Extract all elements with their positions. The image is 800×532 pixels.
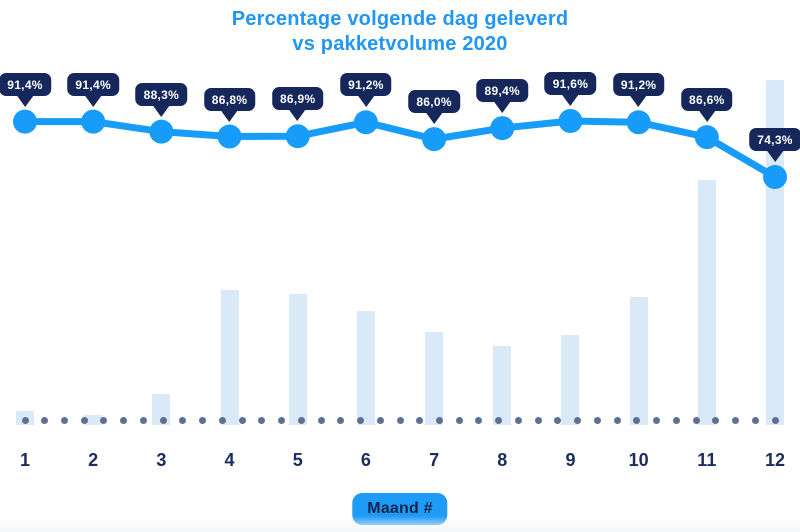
x-axis-label-month-8: 8 xyxy=(497,450,508,470)
volume-bar-month-5[interactable] xyxy=(288,294,307,425)
x-axis-label-month-5: 5 xyxy=(292,450,303,470)
data-point-month-9[interactable] xyxy=(558,108,583,133)
baseline-dot xyxy=(199,416,207,424)
baseline-dot xyxy=(495,416,503,424)
x-axis-label-month-10: 10 xyxy=(628,450,649,470)
baseline-dot xyxy=(554,416,562,424)
data-point-month-6[interactable] xyxy=(353,110,378,135)
baseline-dot xyxy=(732,416,740,424)
baseline-dot xyxy=(435,416,443,424)
x-axis-label-month-12: 12 xyxy=(764,450,786,470)
x-axis-label-month-7: 7 xyxy=(429,450,440,470)
data-point-month-3[interactable] xyxy=(149,119,174,144)
x-axis-label-month-3: 3 xyxy=(156,450,167,470)
volume-bar-month-4[interactable] xyxy=(220,290,239,425)
baseline-dot xyxy=(712,416,720,424)
volume-bar-month-9[interactable] xyxy=(561,335,580,425)
value-badge-month-4: 86,8% xyxy=(203,87,256,111)
baseline-dot xyxy=(120,416,128,424)
baseline-dot xyxy=(514,416,522,424)
baseline-dot xyxy=(317,416,325,424)
baseline-dot xyxy=(139,416,147,424)
value-badge-month-1: 91,4% xyxy=(0,72,51,96)
baseline-dot xyxy=(238,416,246,424)
data-point-month-5[interactable] xyxy=(285,124,310,149)
value-badge-month-3: 88,3% xyxy=(135,82,188,106)
data-point-month-4[interactable] xyxy=(217,124,242,149)
value-badge-month-2: 91,4% xyxy=(67,72,119,96)
baseline-dot xyxy=(337,416,345,424)
x-axis-label-month-4: 4 xyxy=(224,450,235,470)
maand-axis-button[interactable]: Maand # xyxy=(352,493,448,525)
x-axis-label-month-11: 11 xyxy=(697,450,717,470)
data-point-month-8[interactable] xyxy=(490,116,515,141)
data-point-month-11[interactable] xyxy=(694,125,719,150)
baseline-dot xyxy=(653,416,661,424)
volume-bar-month-8[interactable] xyxy=(493,346,512,425)
baseline-dot xyxy=(771,416,779,424)
baseline-dot xyxy=(80,416,88,424)
chart-title-line2: vs pakketvolume 2020 xyxy=(292,33,508,55)
value-badge-month-5: 86,9% xyxy=(271,87,324,111)
baseline-dot xyxy=(278,416,286,424)
x-axis-label-month-6: 6 xyxy=(360,450,371,470)
chart-title-line1: Percentage volgende dag geleverd xyxy=(231,8,569,30)
volume-bar-month-7[interactable] xyxy=(425,332,444,425)
baseline-dot xyxy=(100,416,108,424)
value-badge-month-11: 86,6% xyxy=(681,88,733,112)
baseline-dot xyxy=(593,416,601,424)
value-badge-month-6: 91,2% xyxy=(340,73,392,97)
baseline-dot xyxy=(297,416,305,424)
baseline-dot xyxy=(60,416,68,424)
volume-bar-month-11[interactable] xyxy=(697,180,716,425)
baseline-dot xyxy=(179,416,187,424)
value-badge-month-8: 89,4% xyxy=(476,79,529,103)
baseline-dot xyxy=(218,416,226,424)
baseline-dot xyxy=(258,416,266,424)
value-badge-month-9: 91,6% xyxy=(544,71,597,95)
volume-bar-month-10[interactable] xyxy=(629,297,648,425)
baseline-dot xyxy=(751,416,759,424)
baseline-dot xyxy=(376,416,384,424)
data-point-month-12[interactable] xyxy=(763,164,787,189)
baseline-dot xyxy=(455,416,463,424)
volume-bar-month-6[interactable] xyxy=(356,311,375,425)
baseline-dot xyxy=(475,416,483,424)
data-point-month-1[interactable] xyxy=(13,109,37,134)
baseline-dot xyxy=(159,416,167,424)
x-axis-label-month-1: 1 xyxy=(19,450,31,470)
volume-bar-month-2[interactable] xyxy=(84,415,103,425)
baseline-dot xyxy=(396,416,404,424)
data-point-month-7[interactable] xyxy=(422,127,447,152)
baseline-dot xyxy=(534,416,542,424)
baseline-dot xyxy=(41,416,49,424)
baseline-dot xyxy=(613,416,621,424)
x-axis-label-month-2: 2 xyxy=(88,450,99,470)
x-axis-label-month-9: 9 xyxy=(565,450,576,470)
baseline-dot xyxy=(574,416,582,424)
data-point-month-2[interactable] xyxy=(81,109,106,134)
baseline-dot xyxy=(692,416,700,424)
chart-title: Percentage volgende dag geleverd vs pakk… xyxy=(0,7,800,57)
value-badge-month-12: 74,3% xyxy=(749,127,800,151)
baseline-dot xyxy=(672,416,680,424)
data-point-month-10[interactable] xyxy=(626,110,651,135)
value-badge-month-7: 86,0% xyxy=(408,90,460,114)
percentage-line xyxy=(21,117,779,181)
value-badge-month-10: 91,2% xyxy=(612,73,665,97)
baseline-dot xyxy=(357,416,365,424)
baseline-dot xyxy=(416,416,424,424)
baseline-dot xyxy=(633,416,641,424)
baseline-dot xyxy=(21,416,29,424)
